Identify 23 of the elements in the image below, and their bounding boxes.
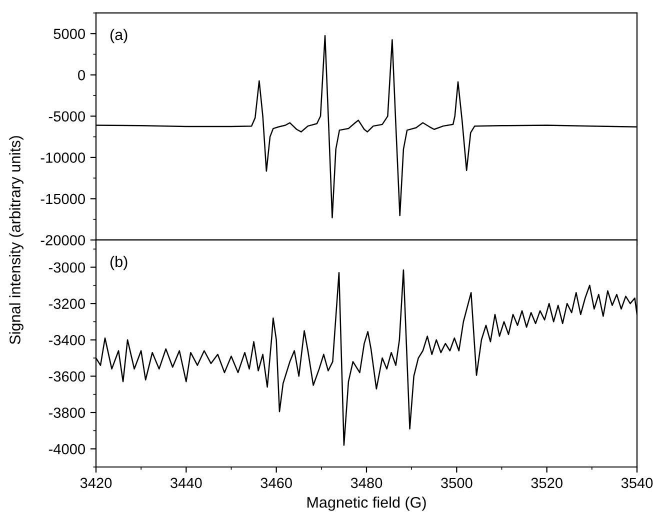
x-tick-label: 3540 xyxy=(621,478,653,488)
y-tick-label: 5000 xyxy=(54,28,86,40)
y-tick-label: -5000 xyxy=(48,111,86,122)
y-tick-label: -10000 xyxy=(40,152,86,163)
annotation: (b) xyxy=(110,256,128,270)
x-tick-label: 3500 xyxy=(441,478,472,488)
y-tick-label: -3600 xyxy=(48,371,86,382)
x-tick-label: 3480 xyxy=(350,478,382,488)
y-tick-label: -15000 xyxy=(40,194,86,204)
y-tick-label: -3200 xyxy=(48,298,86,309)
annotation: (a) xyxy=(110,28,128,44)
y-tick-label: -3000 xyxy=(48,262,86,273)
y-tick-label: -20000 xyxy=(40,235,86,246)
x-axis-title: Magnetic field (G) xyxy=(307,496,426,511)
y-tick-label: 0 xyxy=(78,70,86,80)
x-tick-label: 3460 xyxy=(260,478,292,488)
x-tick-label: 3420 xyxy=(80,478,112,488)
y-tick-label: -3800 xyxy=(48,408,86,418)
x-tick-label: 3440 xyxy=(170,478,202,488)
y-axis-title: Signal intensity (arbitrary units) xyxy=(9,136,24,344)
y-tick-label: -4000 xyxy=(48,444,86,454)
y-tick-label: -3400 xyxy=(48,334,86,346)
x-tick-label: 3520 xyxy=(531,478,562,488)
